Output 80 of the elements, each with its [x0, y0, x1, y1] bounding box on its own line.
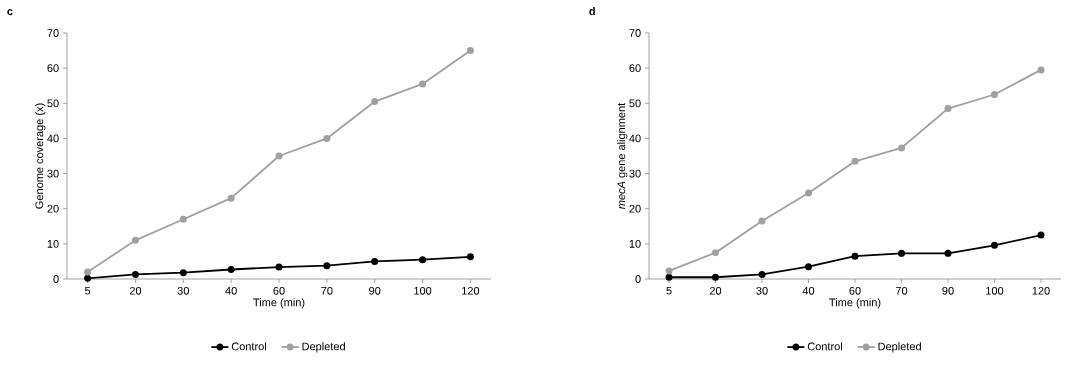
y-tick-label: 50 [47, 99, 59, 108]
point [275, 152, 283, 160]
x-tick-label: 30 [756, 286, 768, 295]
x-tick-label: 90 [369, 286, 381, 295]
legend-label: Depleted [302, 342, 345, 353]
point [227, 194, 235, 202]
x-tick-label: 120 [1032, 286, 1050, 295]
point [898, 249, 906, 257]
point [371, 98, 379, 106]
point [758, 270, 766, 278]
x-tick-label: 70 [895, 286, 908, 295]
x-tick-label: 70 [321, 286, 333, 295]
point [323, 134, 331, 142]
legend-label: Depleted [878, 342, 921, 353]
point [275, 263, 283, 271]
legend-label: Control [807, 342, 842, 351]
chart-title: d [589, 7, 595, 16]
point [805, 263, 812, 271]
y-tick-label: 20 [47, 204, 59, 213]
x-tick-label: 120 [462, 286, 480, 295]
y-tick-label: 70 [629, 29, 641, 37]
point [712, 273, 719, 281]
y-axis-title: mecA gene alignment [617, 102, 628, 210]
y-tick-label: 40 [629, 134, 641, 143]
point [84, 268, 92, 276]
point [419, 256, 427, 264]
x-tick-label: 5 [84, 286, 91, 295]
point [851, 157, 859, 165]
point [227, 266, 235, 274]
y-tick-label: 50 [629, 99, 641, 108]
y-tick-label: 20 [629, 204, 641, 213]
point [805, 189, 812, 197]
y-axis-title: Genome coverage (x) [35, 103, 46, 209]
point [758, 217, 766, 225]
point [665, 273, 673, 281]
x-tick-label: 40 [225, 286, 237, 295]
point [466, 253, 474, 261]
point [466, 47, 474, 55]
point [84, 274, 92, 282]
x-tick-label: 100 [986, 286, 1004, 295]
y-tick-label: 60 [47, 64, 59, 73]
x-tick-label: 20 [709, 286, 722, 295]
y-tick-label: 10 [629, 239, 641, 248]
x-tick-label: 30 [177, 286, 189, 295]
point [851, 252, 859, 260]
point [131, 270, 139, 278]
point [131, 236, 139, 244]
point [898, 144, 906, 152]
point [991, 241, 999, 249]
y-tick-label: 40 [47, 134, 59, 143]
legend-label: Control [231, 342, 266, 351]
point [944, 249, 952, 257]
point [179, 269, 187, 277]
x-tick-label: 90 [942, 286, 954, 295]
y-tick-label: 30 [629, 169, 641, 178]
y-tick-label: 10 [47, 239, 59, 248]
y-tick-label: 0 [53, 275, 59, 283]
chart-title: c [7, 9, 13, 16]
x-axis-title: Time (min) [253, 298, 305, 309]
point [323, 262, 331, 270]
x-tick-label: 5 [666, 286, 672, 295]
x-tick-label: 60 [849, 286, 861, 295]
y-tick-label: 0 [635, 275, 641, 283]
point [371, 257, 379, 265]
point [179, 215, 187, 223]
x-tick-label: 100 [414, 286, 432, 295]
point [665, 267, 673, 275]
point [1037, 66, 1045, 74]
x-axis-title: Time (min) [829, 298, 881, 309]
y-tick-label: 70 [47, 29, 59, 37]
y-tick-label: 30 [47, 169, 59, 178]
point [419, 80, 427, 88]
x-tick-label: 40 [802, 286, 815, 295]
point [1037, 231, 1045, 239]
point [944, 105, 952, 113]
point [712, 249, 719, 257]
x-tick-label: 60 [273, 286, 285, 295]
point [991, 91, 999, 98]
y-tick-label: 60 [629, 64, 641, 73]
x-tick-label: 20 [129, 286, 142, 295]
